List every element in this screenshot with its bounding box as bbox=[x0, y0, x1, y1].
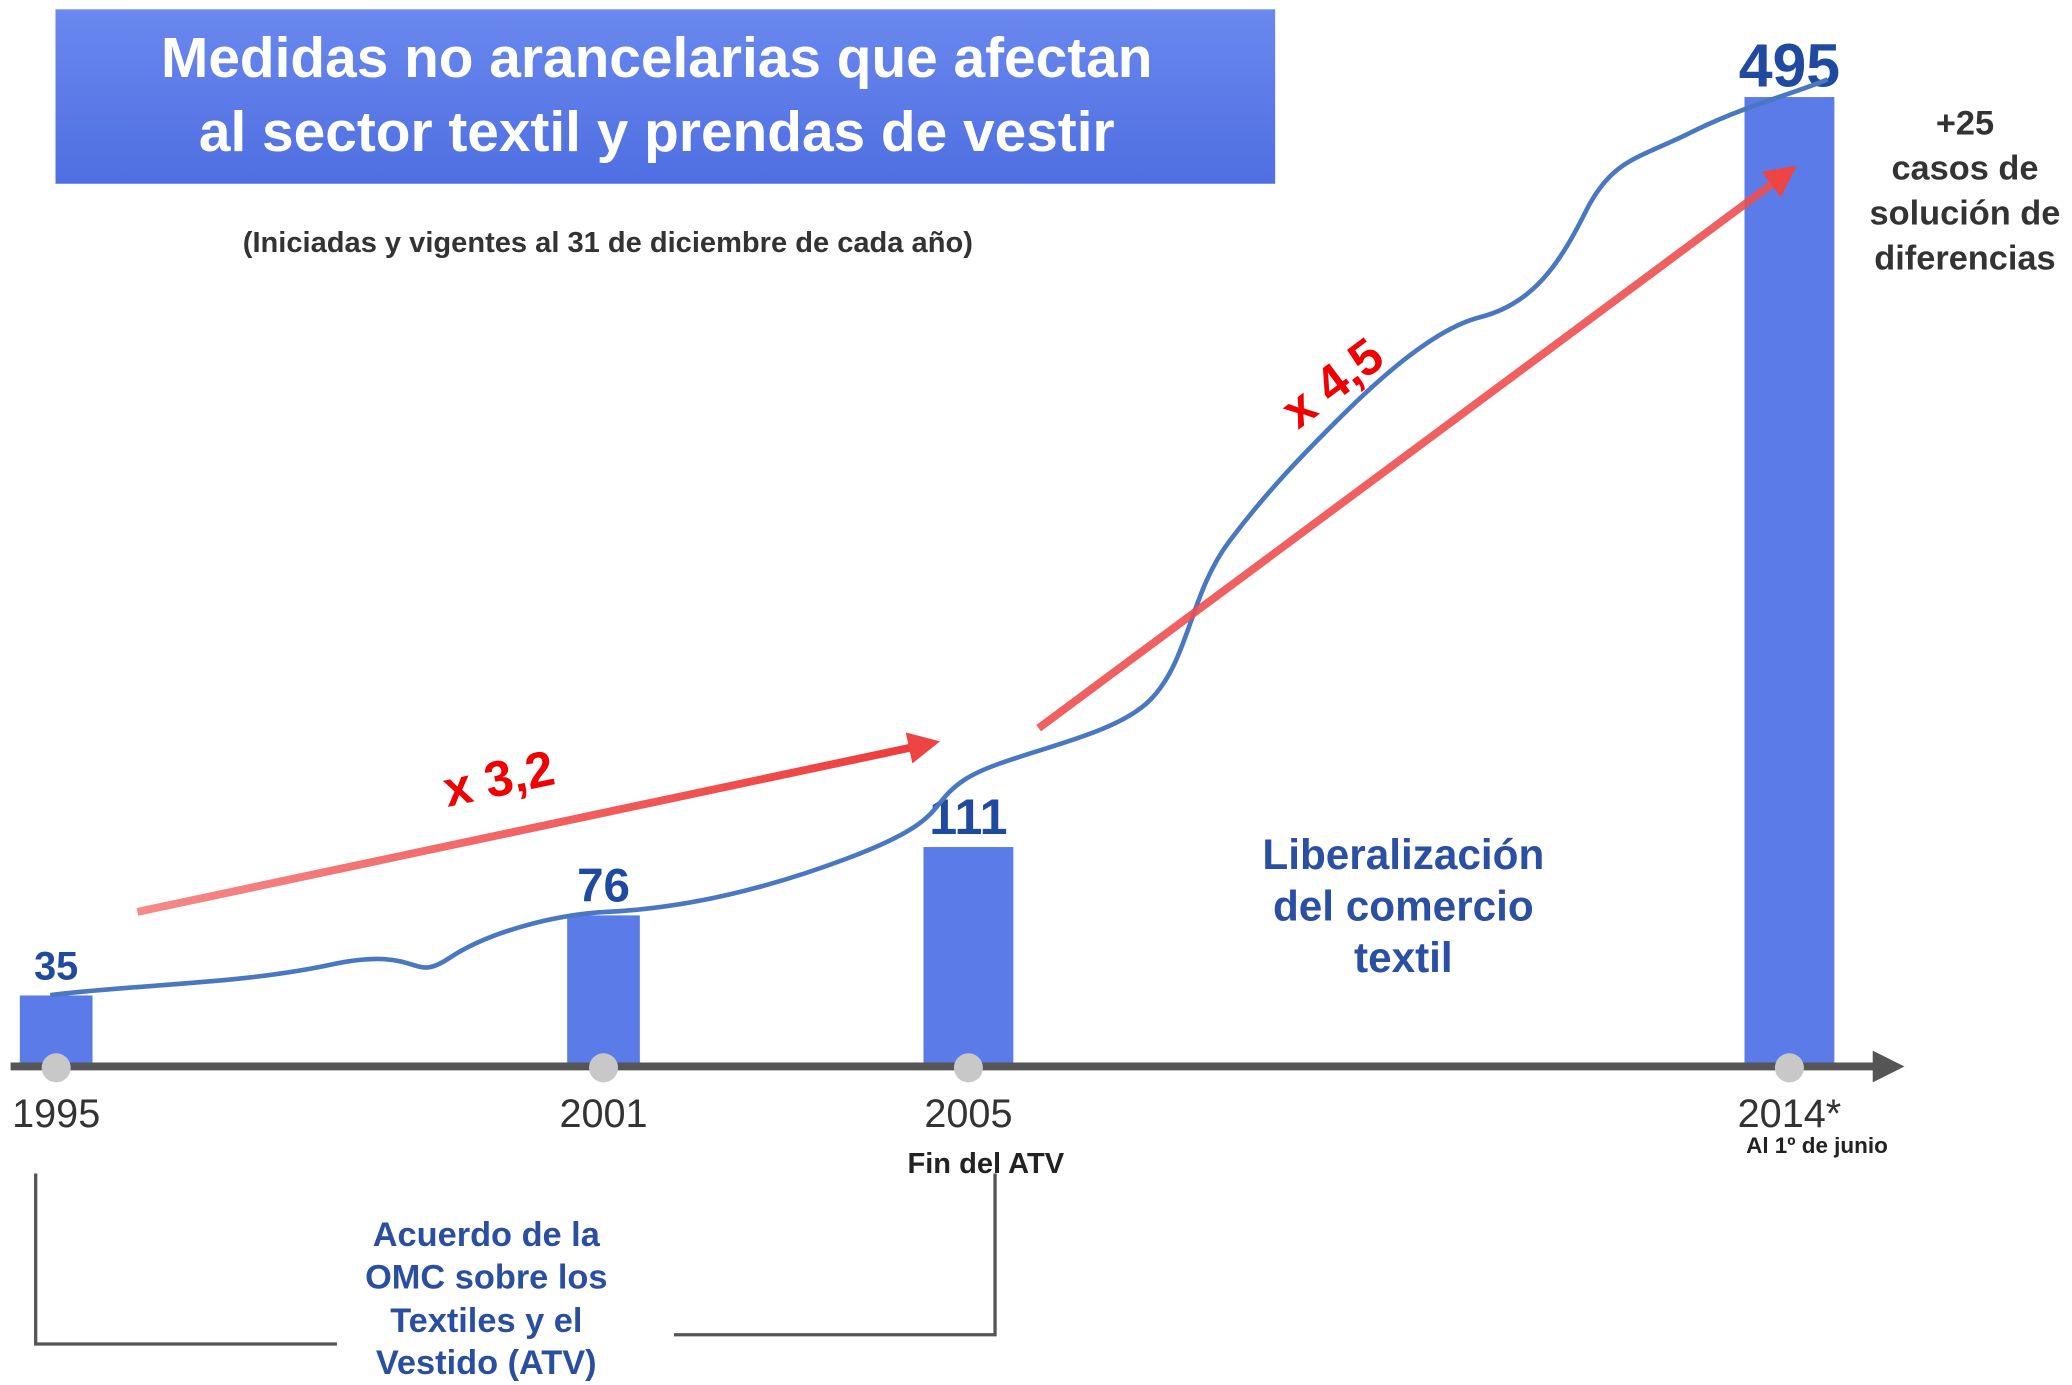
date-note: Al 1º de junio bbox=[1746, 1133, 1888, 1158]
chart-title: Medidas no arancelarias que afectan bbox=[161, 27, 1152, 90]
atv-bracket bbox=[34, 1173, 997, 1346]
bar bbox=[19, 995, 93, 1064]
disputes-note: solución de bbox=[1870, 195, 2061, 233]
end-atv-note: Fin del ATV bbox=[907, 1148, 1064, 1180]
disputes-note: diferencias bbox=[1874, 239, 2055, 277]
x-tick-mark bbox=[953, 1053, 983, 1083]
growth-arrow bbox=[136, 732, 941, 916]
bar bbox=[1744, 97, 1835, 1064]
x-tick-mark bbox=[41, 1053, 71, 1083]
x-tick-label: 2001 bbox=[559, 1092, 647, 1136]
atv-note: OMC sobre los bbox=[365, 1258, 607, 1296]
trend-curve bbox=[49, 77, 1829, 998]
atv-note: Acuerdo de la bbox=[373, 1216, 601, 1254]
disputes-note: casos de bbox=[1891, 150, 2038, 188]
plot: 35 76 111 495 bbox=[19, 32, 1840, 1064]
value-label: 76 bbox=[577, 860, 630, 913]
bar bbox=[567, 915, 640, 1064]
value-label: 35 bbox=[34, 945, 78, 989]
value-label: 111 bbox=[929, 789, 1007, 845]
x-tick-mark bbox=[588, 1053, 619, 1083]
liberalization-note: textil bbox=[1354, 934, 1453, 981]
value-label: 495 bbox=[1739, 32, 1840, 100]
x-tick-label: 2014* bbox=[1738, 1092, 1842, 1136]
liberalization-note: Liberalización bbox=[1262, 831, 1544, 878]
title-box bbox=[55, 9, 1276, 184]
subtitle: (Iniciadas y vigentes al 31 de diciembre… bbox=[243, 227, 973, 259]
x-tick-label: 1995 bbox=[12, 1092, 100, 1136]
growth-arrow bbox=[1036, 165, 1797, 732]
x-tick-label: 2005 bbox=[924, 1092, 1012, 1136]
chart-title: al sector textil y prendas de vestir bbox=[199, 101, 1115, 164]
atv-note: Textiles y el bbox=[390, 1302, 582, 1340]
growth-label: x 3,2 bbox=[438, 740, 559, 818]
disputes-note: +25 bbox=[1936, 105, 1994, 143]
bar bbox=[923, 847, 1014, 1064]
atv-note: Vestido (ATV) bbox=[376, 1344, 597, 1382]
liberalization-note: del comercio bbox=[1273, 882, 1534, 929]
x-tick-mark bbox=[1774, 1053, 1804, 1083]
